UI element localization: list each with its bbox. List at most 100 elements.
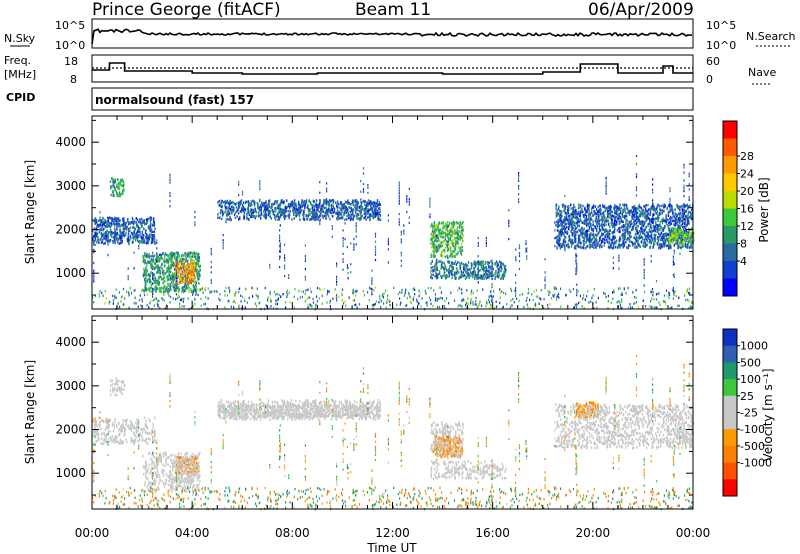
range-cell (130, 222, 131, 225)
range-cell (441, 222, 442, 225)
range-cell (357, 306, 358, 308)
range-cell (551, 297, 552, 299)
range-cell (187, 271, 188, 274)
range-cell (549, 303, 550, 305)
range-cell (439, 287, 440, 289)
range-cell (557, 219, 558, 222)
range-cell (256, 295, 257, 297)
range-cell (112, 295, 113, 297)
range-cell (685, 245, 686, 248)
range-cell (436, 277, 437, 280)
range-cell (655, 230, 656, 233)
range-cell (103, 228, 104, 231)
range-cell (672, 220, 673, 223)
range-cell (298, 201, 299, 204)
range-cell (276, 215, 277, 218)
range-cell (258, 215, 259, 218)
range-cell (344, 219, 345, 222)
range-cell (640, 213, 641, 216)
range-cell (252, 200, 253, 203)
range-cell (498, 271, 499, 274)
range-cell (430, 262, 431, 265)
range-cell (681, 224, 682, 227)
range-cell (591, 228, 592, 231)
range-cell (457, 261, 458, 264)
range-cell (419, 292, 420, 294)
range-cell (591, 218, 592, 221)
range-cell (114, 239, 115, 242)
range-cell (348, 201, 349, 204)
range-cell (438, 223, 439, 226)
range-cell (660, 239, 661, 242)
range-cell (283, 201, 284, 204)
range-cell (590, 232, 591, 235)
range-cell (134, 227, 135, 230)
range-cell (289, 213, 290, 216)
range-cell (431, 254, 432, 257)
range-cell (684, 240, 685, 243)
range-cell (608, 237, 609, 240)
range-cell (119, 183, 120, 186)
range-cell (503, 263, 504, 266)
range-cell (454, 233, 455, 236)
range-cell (174, 278, 175, 281)
range-cell (432, 270, 433, 273)
range-cell (440, 235, 441, 238)
range-cell (316, 295, 317, 297)
range-cell (329, 302, 330, 304)
range-cell (157, 266, 158, 269)
range-cell (435, 237, 436, 240)
range-cell (93, 235, 94, 238)
range-cell (558, 208, 559, 211)
range-cell (362, 207, 363, 210)
range-cell (116, 184, 117, 187)
range-cell (251, 215, 252, 218)
range-cell (123, 231, 124, 234)
range-cell (342, 217, 343, 220)
range-cell (123, 188, 124, 191)
range-cell (450, 264, 451, 267)
range-cell (189, 263, 190, 266)
range-cell (277, 205, 278, 208)
range-cell (359, 217, 360, 220)
range-cell (141, 218, 142, 221)
range-cell (130, 227, 131, 230)
range-cell (630, 235, 631, 238)
range-cell (376, 300, 377, 302)
range-cell (125, 234, 126, 237)
range-cell (157, 271, 158, 274)
range-cell (378, 203, 379, 206)
range-cell (248, 207, 249, 210)
range-cell (600, 238, 601, 241)
range-cell (603, 238, 604, 241)
range-cell (439, 297, 440, 299)
range-cell (325, 215, 326, 218)
range-cell (636, 245, 637, 248)
noise-panel: N.Sky 10^5 10^0 10^5 10^0 N.Search (4, 19, 796, 52)
range-cell (280, 204, 281, 207)
range-cell (134, 230, 135, 233)
range-cell (158, 300, 159, 302)
range-cell (661, 209, 662, 212)
range-cell (610, 214, 611, 217)
range-cell (319, 214, 320, 217)
range-cell (235, 302, 236, 304)
range-cell (455, 253, 456, 256)
range-cell (449, 233, 450, 236)
range-cell (647, 225, 648, 228)
range-cell (279, 210, 280, 213)
range-cell (311, 212, 312, 215)
range-cell (686, 237, 687, 240)
range-cell (284, 210, 285, 213)
range-cell (626, 205, 627, 208)
range-cell (123, 183, 124, 186)
range-cell (310, 304, 311, 306)
range-cell (460, 221, 461, 224)
range-cell (458, 271, 459, 274)
range-cell (658, 240, 659, 243)
range-cell (563, 243, 564, 246)
range-cell (442, 250, 443, 253)
range-cell (380, 210, 381, 213)
range-cell (161, 264, 162, 267)
range-cell (107, 217, 108, 220)
